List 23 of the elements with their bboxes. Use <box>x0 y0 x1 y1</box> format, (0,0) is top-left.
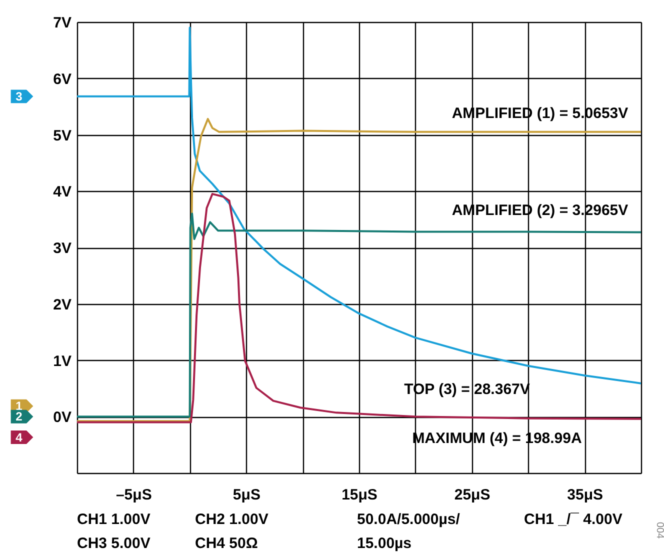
text: CH3 5.00V <box>77 535 150 552</box>
text: CH1 1.00V <box>77 511 150 528</box>
x-tick-label: 35μS <box>567 486 604 504</box>
y-tick-label: 0V <box>53 409 72 426</box>
x-tick-label: –5μS <box>116 486 152 504</box>
y-tick-label: 4V <box>53 184 72 201</box>
text: 4 <box>16 430 23 444</box>
text: 004 <box>654 522 664 540</box>
text: CH4 50Ω <box>195 535 258 552</box>
y-tick-label: 1V <box>53 352 72 370</box>
x-tick-label: 5μS <box>232 486 260 504</box>
y-tick-label: 2V <box>53 296 72 314</box>
text: CH2 1.00V <box>195 511 268 528</box>
y-tick-label: 7V <box>53 14 72 32</box>
y-tick-label: 6V <box>53 70 72 88</box>
text: 50.0A/5.000µs/ 15.00µs <box>357 511 461 552</box>
text: 3 <box>16 89 23 104</box>
line-series <box>77 26 641 384</box>
x-tick-label: 25μS <box>454 486 490 504</box>
y-tick-label: 5V <box>53 127 72 144</box>
x-tick-label: 15μS <box>342 486 378 504</box>
y-tick-label: 3V <box>53 240 72 257</box>
text: CH1 _/¯ 4.00V <box>524 511 622 528</box>
